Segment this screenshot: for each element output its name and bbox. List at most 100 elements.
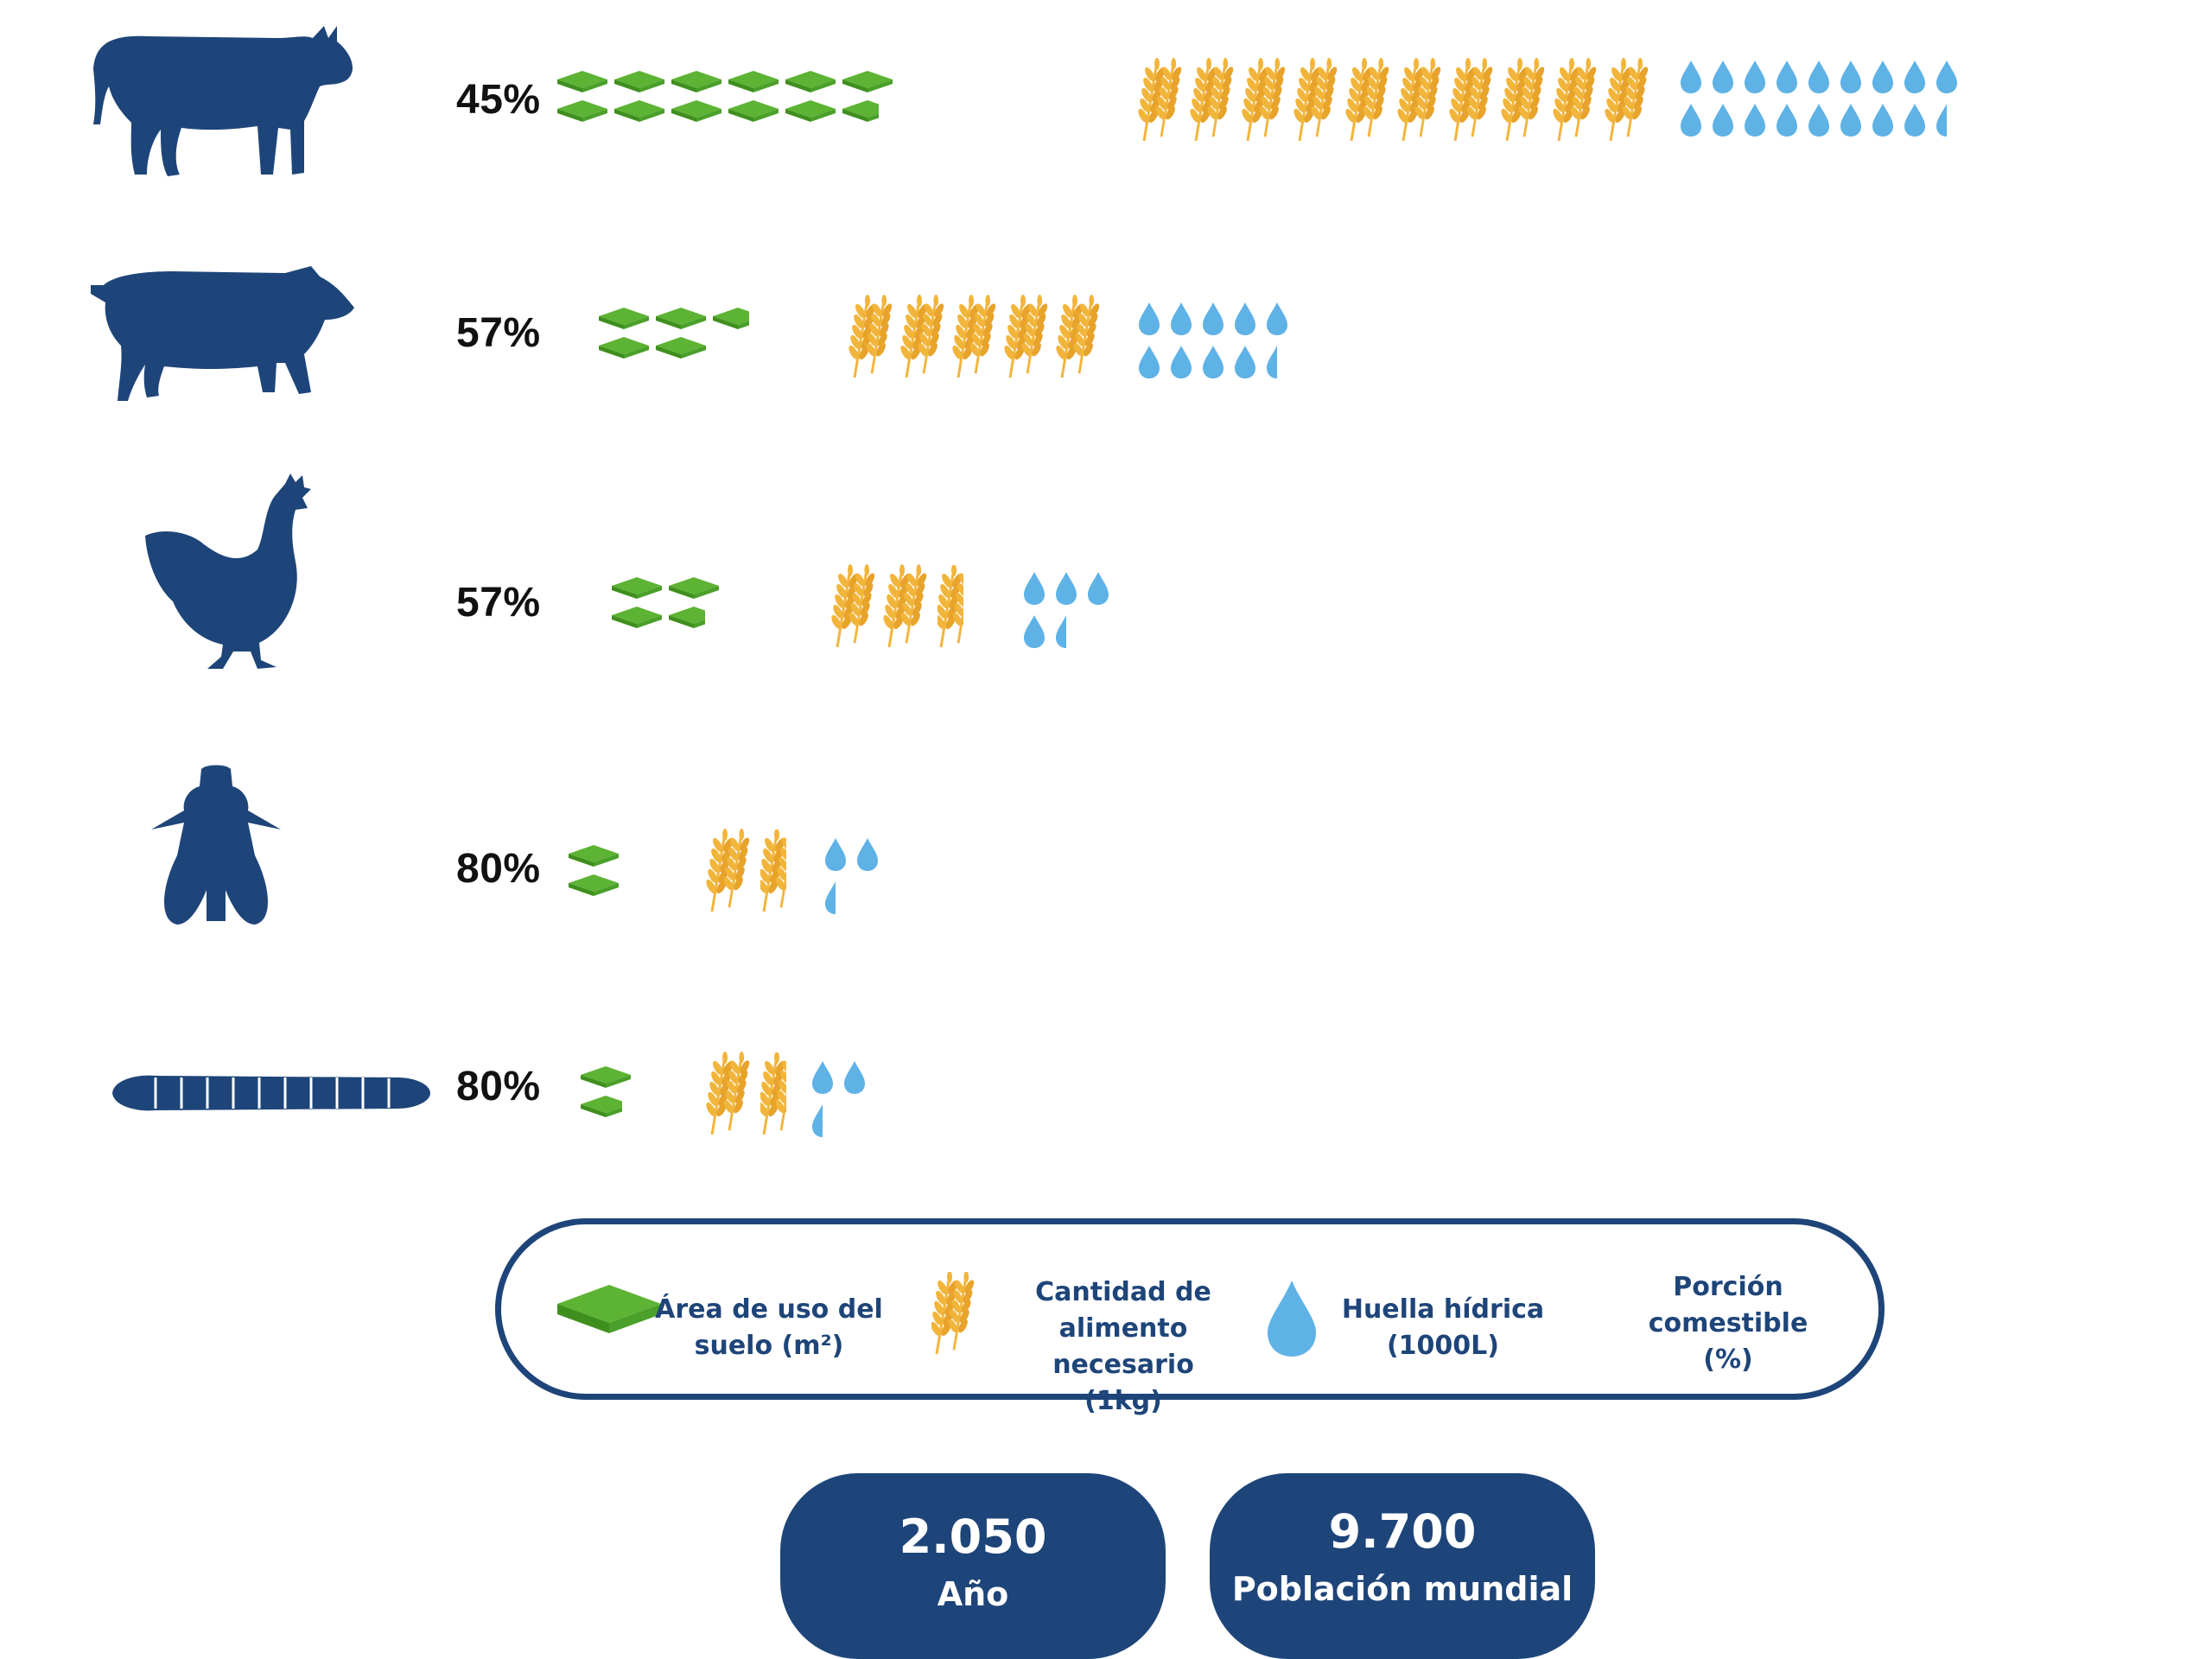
feed-unit [706,829,750,912]
water-unit [1139,346,1160,378]
legend-water-text: Huella hídrica (1000L) [1335,1292,1551,1364]
edible-pct-label: 80% [456,846,541,892]
feed-legend-icon [931,1271,992,1371]
water-unit [1904,104,1925,137]
water-unit [844,1061,865,1094]
feed-unit [1004,295,1048,378]
feed-unit [831,564,875,648]
land-unit [669,607,705,628]
land-unit [569,874,619,896]
feed-unit [849,295,893,378]
land-unit [713,308,749,329]
feed-unit [1138,58,1182,142]
land-unit [785,71,836,92]
legend-feed-line2: alimento necesario [1052,1313,1194,1380]
feed-unit [760,830,786,912]
land-unit [656,308,706,329]
year-value: 2.050 [899,1510,1047,1564]
land-unit [728,100,779,122]
feed-unit [1605,58,1649,142]
feed-unit [1294,58,1338,142]
water-unit [1777,60,1797,93]
water-unit [1808,104,1829,137]
land-unit [785,100,836,122]
edible-pct-label: 80% [456,1064,541,1109]
water-legend-icon [1266,1281,1318,1363]
edible-pct-label: 45% [456,77,541,123]
legend-water-line2: (1000L) [1386,1331,1500,1361]
water-unit [1267,346,1277,378]
water-unit [1904,60,1925,93]
land-group [612,577,871,638]
water-unit [1840,104,1861,137]
land-unit [842,71,893,92]
land-unit [599,308,649,329]
water-unit [1681,60,1701,93]
population-pill: 9.700 Población mundial [1210,1473,1595,1659]
legend-feed-line1: Cantidad de [1035,1277,1211,1307]
water-unit [812,1061,833,1094]
year-label: Año [937,1575,1009,1613]
feed-unit [1345,58,1389,142]
water-group [1139,302,1312,389]
row-pig: 57% [0,233,2212,432]
land-unit [557,100,607,122]
land-unit [612,607,662,628]
land-unit [581,1066,631,1088]
feed-unit [1553,58,1597,142]
water-unit [1056,615,1066,648]
year-pill: 2.050 Año [780,1473,1166,1659]
land-unit [569,845,619,867]
feed-unit [952,295,996,378]
water-unit [1235,346,1255,378]
water-unit [857,838,878,871]
land-unit [669,577,719,599]
land-unit [656,337,706,359]
water-group [812,1061,899,1147]
legend-land-text: Área de uso del suelo (m²) [652,1292,886,1364]
water-unit [1713,104,1733,137]
feed-unit [1056,295,1100,378]
legend-edible-line2: comestible [1648,1308,1808,1338]
land-unit [614,100,664,122]
water-unit [1745,104,1765,137]
legend-land-line2: suelo (m²) [694,1331,844,1361]
land-group [569,845,690,906]
water-unit [1840,60,1861,93]
pig-icon [78,259,372,415]
feed-unit [1397,58,1441,142]
land-group [581,1066,702,1127]
cow-icon [78,17,372,181]
land-legend-icon [557,1285,661,1341]
water-unit [1171,302,1192,335]
feed-group [849,295,1128,391]
feed-unit [760,1052,786,1135]
row-larva: 80% [0,1020,2212,1158]
legend-land-line1: Área de uso del [655,1294,883,1325]
land-unit [599,337,649,359]
land-unit [557,71,607,92]
row-fly: 80% [0,743,2212,950]
feed-group [706,1052,830,1147]
land-group [599,308,858,368]
legend-edible-line3: (%) [1703,1344,1753,1375]
water-unit [1936,60,1957,93]
water-unit [1139,302,1160,335]
water-group [1024,572,1162,658]
land-unit [614,71,664,92]
legend-edible-line1: Porción [1673,1272,1783,1302]
population-value: 9.700 [1328,1504,1477,1559]
pictogram-chart: 45% 57% 57% 80 [0,17,2212,1158]
water-unit [1088,572,1109,605]
water-unit [812,1104,823,1137]
larva-icon [104,1067,432,1119]
water-unit [825,838,846,871]
water-unit [1681,104,1701,137]
water-unit [1745,60,1765,93]
feed-group [706,829,830,925]
water-unit [1203,346,1224,378]
feed-unit [938,565,963,648]
water-unit [1056,572,1077,605]
fly-icon [143,760,289,933]
legend-feed-line3: (1kg) [1084,1386,1162,1416]
